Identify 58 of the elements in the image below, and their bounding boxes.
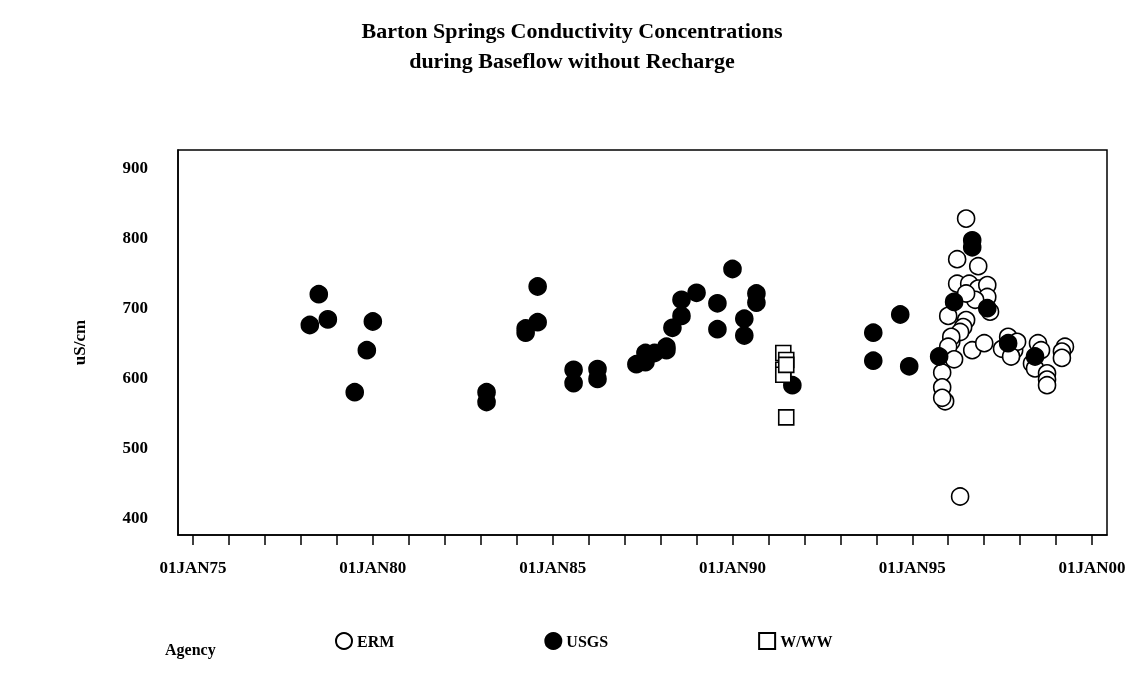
x-tick-label: 01JAN80 <box>339 558 407 577</box>
point <box>777 409 795 426</box>
x-tick-label: 01JAN90 <box>698 558 767 577</box>
point <box>672 306 691 326</box>
y-tick-label: 600 <box>122 368 148 387</box>
point <box>528 312 547 332</box>
point <box>363 312 383 331</box>
y-tick-label: 500 <box>122 438 148 457</box>
point <box>944 350 964 369</box>
point <box>663 318 682 338</box>
y-tick-label: 900 <box>122 158 148 177</box>
point <box>956 209 976 228</box>
point <box>687 283 706 303</box>
point <box>944 292 964 312</box>
point <box>1037 375 1057 395</box>
point <box>863 323 883 342</box>
point <box>1052 348 1072 368</box>
point <box>777 356 795 374</box>
chart-subtitle: during Baseflow without Recharge <box>409 47 736 73</box>
point <box>947 249 967 269</box>
point <box>309 284 329 304</box>
point <box>863 351 883 370</box>
point <box>528 277 547 296</box>
y-tick-label: 800 <box>122 228 148 247</box>
point <box>956 284 976 303</box>
point <box>929 347 949 366</box>
x-tick-label: 01JAN75 <box>159 558 227 577</box>
point <box>708 319 727 339</box>
point <box>318 310 338 329</box>
legend-label: USGS <box>566 632 609 650</box>
point <box>890 305 910 324</box>
point <box>708 294 727 313</box>
point <box>672 290 691 310</box>
y-tick-label: 700 <box>122 298 148 317</box>
point <box>968 256 988 276</box>
y-axis-title: uS/cm <box>70 319 89 366</box>
y-tick-label: 400 <box>122 508 148 527</box>
legend-title: Agency <box>165 640 216 659</box>
x-tick-label: 01JAN95 <box>878 558 946 577</box>
legend-label: ERM <box>357 632 395 650</box>
legend-label: W/WW <box>780 632 833 650</box>
point <box>974 333 994 353</box>
point <box>723 259 742 279</box>
point <box>1025 347 1045 366</box>
point <box>735 326 754 345</box>
point <box>345 382 365 402</box>
point <box>950 487 970 506</box>
x-tick-label: 01JAN00 <box>1058 558 1126 577</box>
point <box>899 357 919 376</box>
point <box>735 309 754 328</box>
x-tick-label: 01JAN85 <box>519 558 587 577</box>
chart-title: Barton Springs Conductivity Concentrations <box>361 17 783 43</box>
point <box>998 333 1018 353</box>
point <box>978 298 997 318</box>
point <box>357 340 377 360</box>
point <box>564 373 583 393</box>
point <box>300 315 320 335</box>
point <box>938 306 958 326</box>
